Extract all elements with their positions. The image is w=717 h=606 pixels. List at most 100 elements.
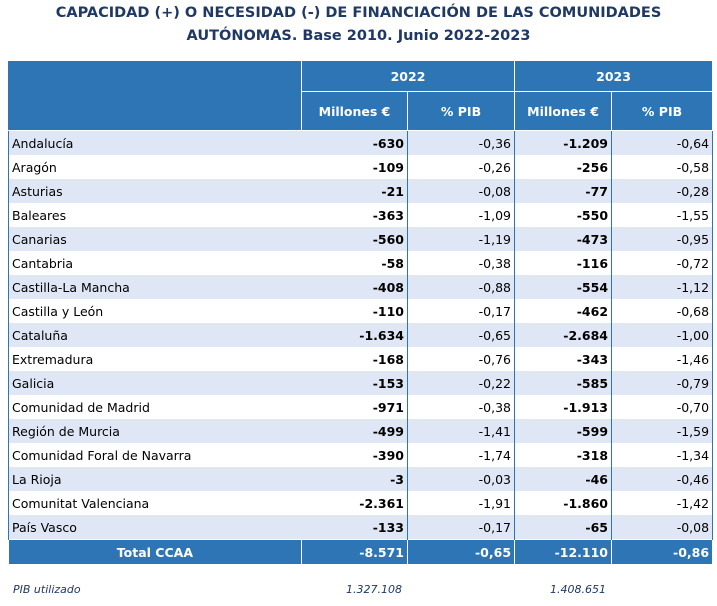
millones-2023: -256	[514, 155, 612, 179]
header-year-2023: 2023	[514, 60, 714, 92]
millones-2023: -116	[514, 251, 612, 275]
pib-2023: -0,64	[611, 130, 714, 155]
millones-2022: -499	[301, 419, 408, 443]
total-row: Total CCAA -8.571 -0,65 -12.110 -0,86	[8, 539, 714, 565]
pib-2022: -0,17	[406, 515, 515, 540]
millones-2022: -1.634	[301, 323, 408, 347]
millones-2023: -343	[514, 347, 612, 371]
table-body: Andalucía -630 -0,36 -1.209 -0,64 Aragón -109-…	[8, 130, 714, 540]
millones-2022: -110	[301, 299, 408, 323]
header-millones-2023: Millones €	[514, 91, 613, 131]
millones-2022: -58	[301, 251, 408, 275]
region-name: Asturias	[8, 179, 302, 203]
millones-2022: -3	[301, 467, 408, 491]
table-row: Andalucía -630 -0,36 -1.209 -0,64	[8, 130, 714, 155]
page-title: CAPACIDAD (+) O NECESIDAD (-) DE FINANCI…	[0, 2, 717, 48]
table-row: Comunitat Valenciana -2.361 -1,91 -1.860 -1,…	[8, 491, 714, 515]
region-name: Región de Murcia	[8, 419, 302, 443]
millones-2022: -408	[301, 275, 408, 299]
millones-2023: -1.860	[514, 491, 612, 515]
table-row: Baleares -363 -1,09 -550 -1,55	[8, 203, 714, 227]
pib-2023: -0,95	[611, 227, 714, 251]
pib-2023: -1,12	[611, 275, 714, 299]
pib-2022: -0,22	[406, 371, 515, 395]
pib-2023: -1,55	[611, 203, 714, 227]
pib-2023: -0,08	[611, 515, 714, 540]
region-name: Castilla-La Mancha	[8, 275, 302, 299]
table-row: Galicia -153 -0,22 -585 -0,79	[8, 371, 714, 395]
region-name: La Rioja	[8, 467, 302, 491]
table-row: Cataluña -1.634 -0,65 -2.684 -1,00	[8, 323, 714, 347]
pib-2022: -1,19	[406, 227, 515, 251]
total-millones-2023: -12.110	[514, 539, 613, 565]
millones-2023: -65	[514, 515, 612, 540]
pib-2023: -0,72	[611, 251, 714, 275]
pib-2022: -0,36	[406, 130, 515, 155]
pib-2022: -0,76	[406, 347, 515, 371]
pib-2023: -0,58	[611, 155, 714, 179]
pib-2022: -0,03	[406, 467, 515, 491]
region-name: País Vasco	[8, 515, 302, 540]
pib-2022: -0,08	[406, 179, 515, 203]
table-row: Región de Murcia -499 -1,41 -599 -1,59	[8, 419, 714, 443]
millones-2022: -390	[301, 443, 408, 467]
pib-2022: -0,88	[406, 275, 515, 299]
total-label: Total CCAA	[8, 539, 302, 565]
millones-2022: -363	[301, 203, 408, 227]
region-name: Comunidad Foral de Navarra	[8, 443, 302, 467]
region-name: Cataluña	[8, 323, 302, 347]
millones-2022: -153	[301, 371, 408, 395]
table-row: La Rioja -3 -0,03 -46 -0,46	[8, 467, 714, 491]
millones-2023: -77	[514, 179, 612, 203]
millones-2023: -550	[514, 203, 612, 227]
pib-2022: -0,17	[406, 299, 515, 323]
pib-2023: -0,79	[611, 371, 714, 395]
millones-2023: -599	[514, 419, 612, 443]
title-line-2: AUTÓNOMAS. Base 2010. Junio 2022-2023	[186, 28, 531, 44]
table-row: País Vasco -133 -0,17 -65 -0,08	[8, 515, 714, 540]
millones-2022: -630	[301, 130, 408, 155]
millones-2023: -2.684	[514, 323, 612, 347]
millones-2023: -462	[514, 299, 612, 323]
millones-2023: -318	[514, 443, 612, 467]
pib-2023: -1,59	[611, 419, 714, 443]
total-pib-2023: -0,86	[611, 539, 714, 565]
table-row: Castilla-La Mancha -408 -0,88 -554 -1,12	[8, 275, 714, 299]
table-row: Extremadura -168 -0,76 -343 -1,46	[8, 347, 714, 371]
millones-2023: -1.209	[514, 130, 612, 155]
header-corner	[8, 60, 302, 131]
region-name: Cantabria	[8, 251, 302, 275]
millones-2023: -46	[514, 467, 612, 491]
header-millones-2022: Millones €	[301, 91, 408, 131]
region-name: Comunidad de Madrid	[8, 395, 302, 419]
header-year-2022: 2022	[300, 60, 516, 92]
millones-2022: -168	[301, 347, 408, 371]
region-name: Aragón	[8, 155, 302, 179]
region-name: Extremadura	[8, 347, 302, 371]
millones-2022: -109	[301, 155, 408, 179]
millones-2022: -133	[301, 515, 408, 540]
table-row: Castilla y León -110 -0,17 -462 -0,68	[8, 299, 714, 323]
table-row: Cantabria -58 -0,38 -116 -0,72	[8, 251, 714, 275]
millones-2022: -971	[301, 395, 408, 419]
millones-2023: -585	[514, 371, 612, 395]
region-name: Castilla y León	[8, 299, 302, 323]
title-line-1: CAPACIDAD (+) O NECESIDAD (-) DE FINANCI…	[55, 5, 662, 21]
pib-2022: -1,91	[406, 491, 515, 515]
financing-table: 2022 2023 Millones € % PIB Millones € % …	[8, 60, 714, 565]
region-name: Galicia	[8, 371, 302, 395]
pib-2023: -1,42	[611, 491, 714, 515]
millones-2023: -1.913	[514, 395, 612, 419]
footer-pib-2022: 1.327.108	[346, 583, 402, 596]
region-name: Canarias	[8, 227, 302, 251]
pib-2023: -1,00	[611, 323, 714, 347]
header-pib-2023: % PIB	[611, 91, 714, 131]
millones-2022: -560	[301, 227, 408, 251]
pib-2023: -1,46	[611, 347, 714, 371]
table-row: Canarias -560 -1,19 -473 -0,95	[8, 227, 714, 251]
header-row-columns: Millones € % PIB Millones € % PIB	[9, 91, 714, 131]
pib-2023: -1,34	[611, 443, 714, 467]
region-name: Baleares	[8, 203, 302, 227]
header-row-years: 2022 2023	[8, 60, 714, 131]
footer-pib-label: PIB utilizado	[13, 583, 81, 596]
